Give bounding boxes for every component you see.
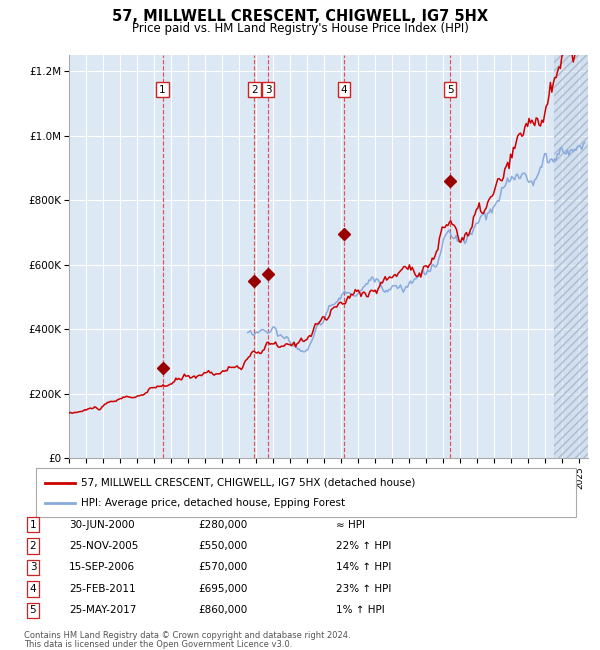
- Text: 4: 4: [341, 84, 347, 94]
- Text: 2: 2: [251, 84, 258, 94]
- Text: 25-MAY-2017: 25-MAY-2017: [69, 605, 136, 616]
- Text: 1% ↑ HPI: 1% ↑ HPI: [336, 605, 385, 616]
- Text: 14% ↑ HPI: 14% ↑ HPI: [336, 562, 391, 573]
- Text: 4: 4: [29, 584, 37, 594]
- Text: 57, MILLWELL CRESCENT, CHIGWELL, IG7 5HX (detached house): 57, MILLWELL CRESCENT, CHIGWELL, IG7 5HX…: [81, 478, 415, 488]
- Text: 1: 1: [159, 84, 166, 94]
- Text: £550,000: £550,000: [198, 541, 247, 551]
- Text: 30-JUN-2000: 30-JUN-2000: [69, 519, 134, 530]
- Text: £695,000: £695,000: [198, 584, 247, 594]
- Text: HPI: Average price, detached house, Epping Forest: HPI: Average price, detached house, Eppi…: [81, 498, 345, 508]
- Text: 23% ↑ HPI: 23% ↑ HPI: [336, 584, 391, 594]
- Text: Price paid vs. HM Land Registry's House Price Index (HPI): Price paid vs. HM Land Registry's House …: [131, 22, 469, 35]
- Text: 15-SEP-2006: 15-SEP-2006: [69, 562, 135, 573]
- Bar: [554, 55, 588, 458]
- Text: 5: 5: [447, 84, 454, 94]
- Text: 25-FEB-2011: 25-FEB-2011: [69, 584, 136, 594]
- Bar: [554, 55, 588, 458]
- Text: 1: 1: [29, 519, 37, 530]
- Text: 3: 3: [265, 84, 272, 94]
- Text: £570,000: £570,000: [198, 562, 247, 573]
- Text: This data is licensed under the Open Government Licence v3.0.: This data is licensed under the Open Gov…: [24, 640, 292, 649]
- Text: £860,000: £860,000: [198, 605, 247, 616]
- Text: 3: 3: [29, 562, 37, 573]
- Text: 25-NOV-2005: 25-NOV-2005: [69, 541, 139, 551]
- Text: £280,000: £280,000: [198, 519, 247, 530]
- Text: 22% ↑ HPI: 22% ↑ HPI: [336, 541, 391, 551]
- Text: Contains HM Land Registry data © Crown copyright and database right 2024.: Contains HM Land Registry data © Crown c…: [24, 631, 350, 640]
- Text: ≈ HPI: ≈ HPI: [336, 519, 365, 530]
- Text: 5: 5: [29, 605, 37, 616]
- Text: 2: 2: [29, 541, 37, 551]
- Text: 57, MILLWELL CRESCENT, CHIGWELL, IG7 5HX: 57, MILLWELL CRESCENT, CHIGWELL, IG7 5HX: [112, 9, 488, 25]
